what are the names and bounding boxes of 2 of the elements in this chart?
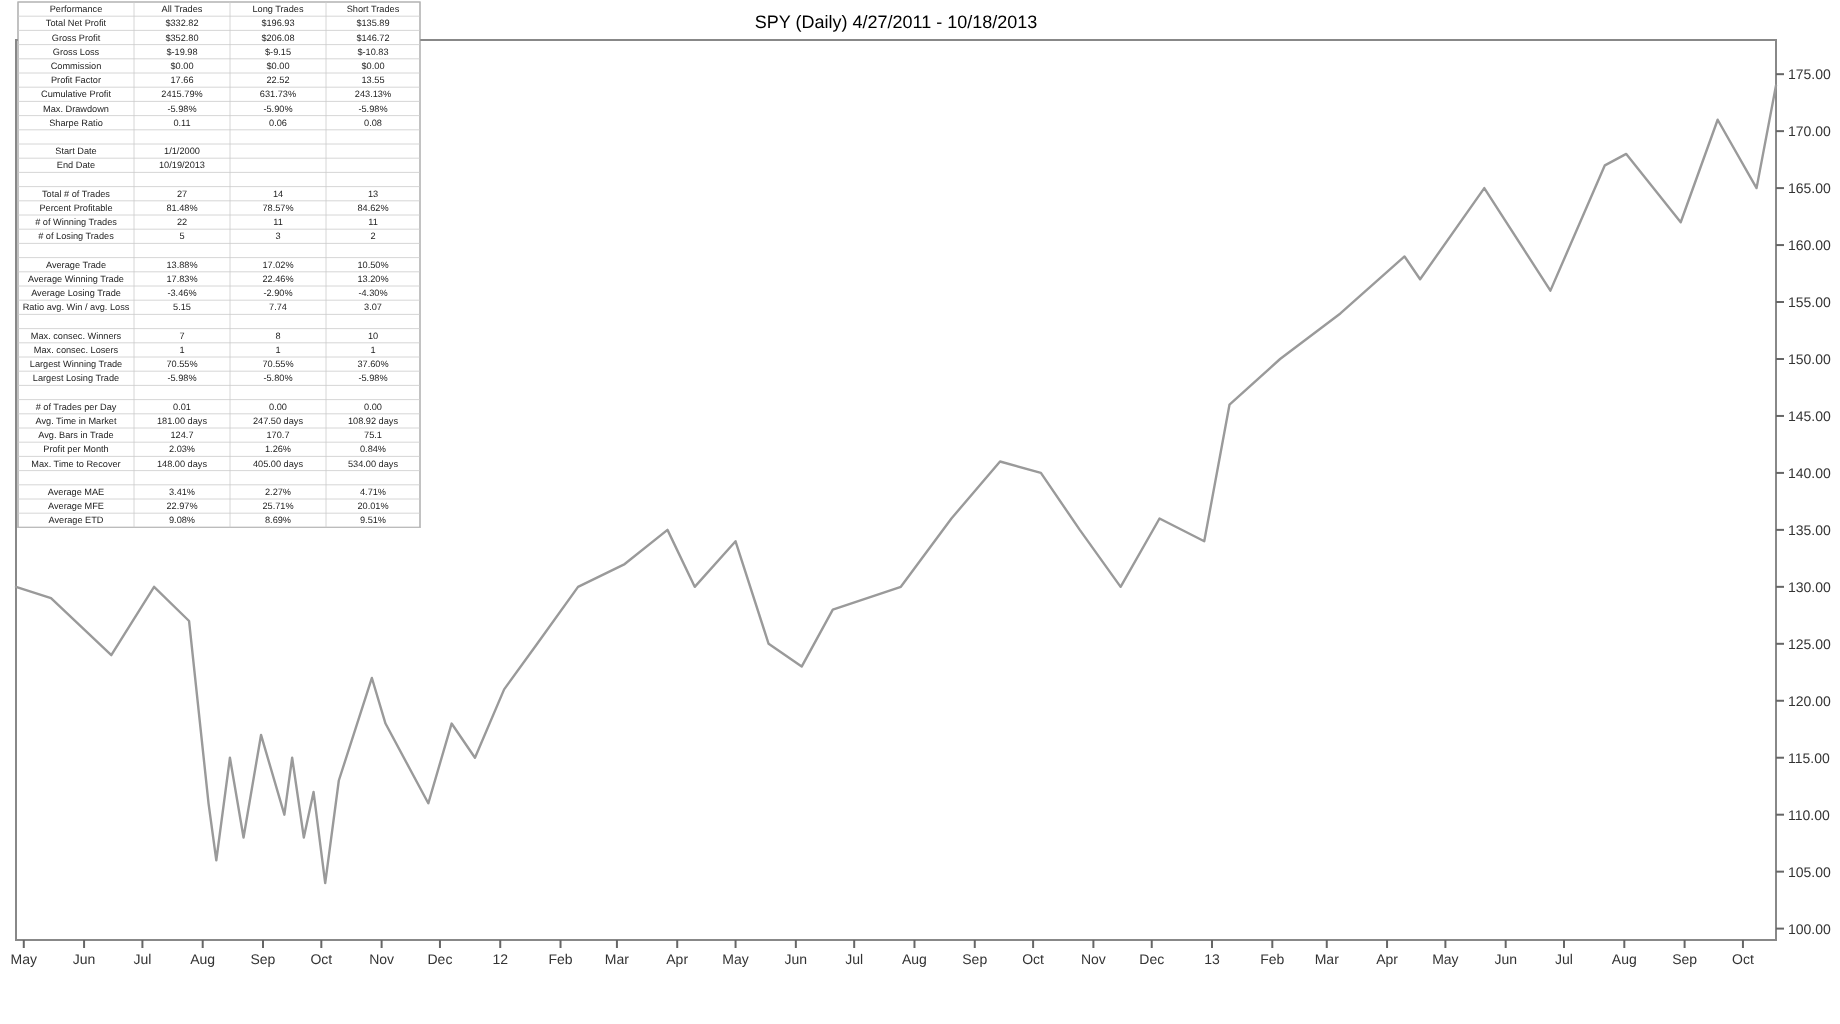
line-series — [14, 84, 1778, 885]
chart-title: SPY (Daily) 4/27/2011 - 10/18/2013 — [754, 12, 1038, 32]
